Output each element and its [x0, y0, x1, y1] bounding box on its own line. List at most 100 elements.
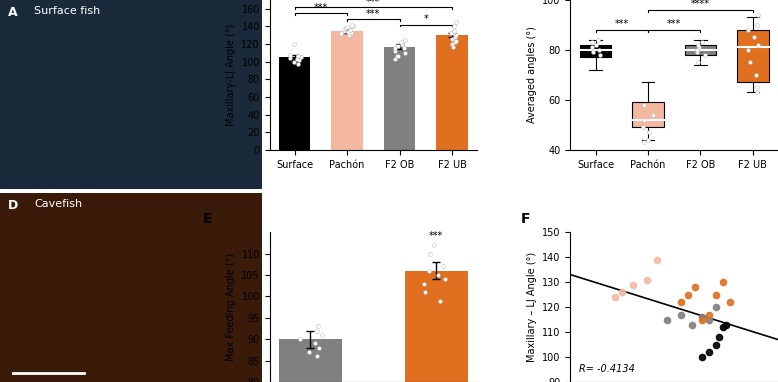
Point: [294, 336, 307, 342]
Point: [609, 294, 622, 300]
Point: [338, 26, 350, 32]
Point: [391, 43, 404, 49]
Point: [388, 56, 401, 62]
Bar: [436, 35, 468, 150]
Point: [311, 353, 324, 359]
Point: [450, 19, 462, 25]
Point: [752, 12, 764, 18]
Point: [424, 251, 436, 257]
Point: [717, 324, 729, 330]
Point: [444, 29, 457, 36]
Point: [449, 34, 461, 40]
Point: [395, 41, 408, 47]
Bar: [331, 31, 363, 150]
Point: [311, 323, 324, 329]
Point: [449, 39, 461, 45]
Text: ***: ***: [314, 3, 328, 13]
Point: [593, 47, 605, 53]
Point: [293, 57, 306, 63]
Point: [594, 52, 607, 58]
Text: D: D: [8, 199, 18, 212]
Point: [691, 47, 703, 53]
Point: [751, 22, 763, 28]
Point: [342, 29, 355, 35]
Point: [744, 59, 756, 65]
Point: [647, 112, 659, 118]
Text: Cavefish: Cavefish: [34, 199, 82, 209]
Bar: [279, 339, 342, 382]
Point: [643, 129, 655, 135]
Point: [343, 32, 356, 38]
Point: [446, 36, 458, 42]
Point: [703, 317, 715, 323]
Point: [346, 22, 359, 28]
Point: [685, 322, 698, 328]
Bar: [279, 57, 310, 150]
Bar: [685, 45, 717, 55]
Text: R= -0.4134: R= -0.4134: [579, 364, 635, 374]
Point: [335, 31, 347, 37]
Bar: [384, 47, 415, 150]
Point: [616, 289, 629, 295]
Point: [399, 50, 412, 56]
Point: [423, 268, 436, 274]
Point: [637, 102, 650, 108]
Point: [392, 52, 405, 58]
Point: [626, 282, 639, 288]
Y-axis label: Max Feeding Angle (°): Max Feeding Angle (°): [226, 253, 236, 361]
Point: [724, 299, 736, 305]
Point: [637, 124, 650, 130]
Text: E: E: [203, 212, 212, 226]
Point: [741, 27, 754, 33]
Point: [675, 299, 688, 305]
Point: [418, 280, 430, 286]
Point: [309, 340, 321, 346]
Text: ***: ***: [429, 231, 443, 241]
Point: [398, 45, 410, 52]
Point: [750, 72, 762, 78]
Point: [720, 322, 732, 328]
Text: ****: ****: [691, 0, 710, 9]
Point: [292, 52, 304, 58]
Point: [710, 342, 722, 348]
Point: [591, 37, 604, 43]
Point: [586, 44, 598, 50]
Point: [288, 41, 300, 47]
Point: [713, 334, 725, 340]
Point: [750, 84, 762, 91]
Point: [292, 61, 304, 67]
Point: [434, 298, 447, 304]
Point: [450, 32, 462, 38]
Point: [428, 242, 440, 248]
Bar: [580, 45, 612, 57]
Point: [314, 345, 326, 351]
Point: [433, 272, 445, 278]
Point: [710, 291, 722, 298]
Text: ***: ***: [366, 9, 380, 19]
Point: [284, 52, 296, 58]
Text: F: F: [520, 212, 530, 226]
Point: [295, 54, 307, 60]
Point: [450, 37, 462, 44]
Bar: [737, 30, 769, 83]
Bar: [405, 271, 468, 382]
Bar: [633, 102, 664, 127]
Point: [447, 31, 459, 37]
Point: [389, 48, 401, 54]
Point: [335, 31, 348, 37]
Point: [340, 25, 352, 31]
Text: ***: ***: [366, 0, 380, 7]
Point: [752, 42, 764, 48]
Text: ***: ***: [615, 19, 629, 29]
Y-axis label: Maxillary – LJ Angle (°): Maxillary – LJ Angle (°): [527, 252, 537, 362]
Text: A: A: [8, 6, 17, 19]
Point: [696, 39, 709, 45]
Point: [638, 117, 650, 123]
Text: Surface fish: Surface fish: [34, 6, 100, 16]
Point: [586, 39, 598, 45]
Point: [650, 257, 663, 263]
Point: [338, 28, 350, 34]
Point: [640, 277, 653, 283]
Point: [436, 263, 449, 269]
Point: [682, 291, 694, 298]
